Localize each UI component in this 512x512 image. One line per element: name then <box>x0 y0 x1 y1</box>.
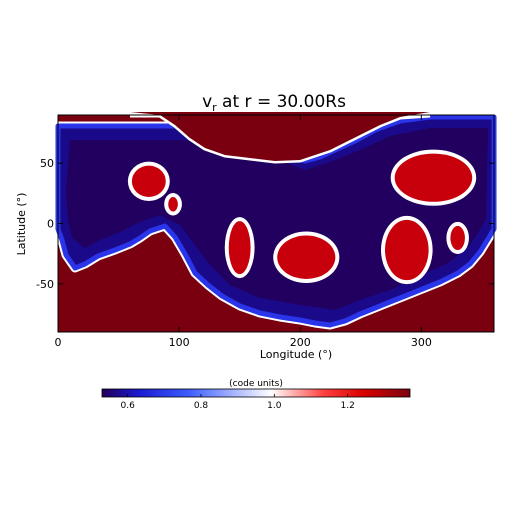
title-symbol: v <box>202 92 212 112</box>
x-tick-label: 100 <box>169 336 190 349</box>
colorbar: (code units) 0.6 0.8 1.0 1.2 <box>101 379 411 411</box>
island-fill <box>394 153 473 202</box>
low-speed-core <box>66 128 488 310</box>
island-fill <box>228 221 251 275</box>
high-speed-island <box>224 217 255 279</box>
low-speed-region <box>53 112 499 330</box>
colorbar-ticks: 0.6 0.8 1.0 1.2 <box>121 394 355 411</box>
title-subscript: r <box>212 101 217 114</box>
axes: 0 100 200 300 -50 0 50 <box>36 115 494 349</box>
x-tick-label: 300 <box>411 336 432 349</box>
island-fill <box>277 235 336 279</box>
colorbar-tick-label: 1.2 <box>341 401 355 411</box>
high-speed-islands <box>127 149 477 285</box>
high-speed-island <box>446 221 469 255</box>
island-fill <box>450 225 465 251</box>
colorbar-tick-label: 0.6 <box>121 401 136 411</box>
high-speed-island <box>127 161 170 201</box>
y-tick-label: 0 <box>47 218 54 231</box>
colorbar-label: (code units) <box>229 379 283 389</box>
y-axis-label: Latitude (°) <box>15 193 28 256</box>
colorbar-tick-label: 1.0 <box>267 401 282 411</box>
high-speed-island <box>390 149 477 206</box>
x-tick-label: 200 <box>290 336 311 349</box>
north-cap <box>130 112 430 161</box>
x-axis-label: Longitude (°) <box>260 348 332 361</box>
chart-title: vr at r = 30.00Rs <box>202 92 346 114</box>
colorbar-bar <box>101 388 411 398</box>
high-speed-island <box>381 215 433 285</box>
colorbar-tick-label: 0.8 <box>194 401 209 411</box>
high-speed-island <box>164 192 182 216</box>
y-tick-label: 50 <box>40 157 54 170</box>
island-fill <box>168 196 178 212</box>
high-speed-island <box>273 231 340 283</box>
title-rest: at r = 30.00Rs <box>217 92 346 112</box>
y-tick-label: -50 <box>36 278 54 291</box>
heatmap <box>53 112 499 333</box>
x-tick-label: 0 <box>55 336 62 349</box>
island-fill <box>385 219 429 281</box>
island-fill <box>131 165 166 197</box>
